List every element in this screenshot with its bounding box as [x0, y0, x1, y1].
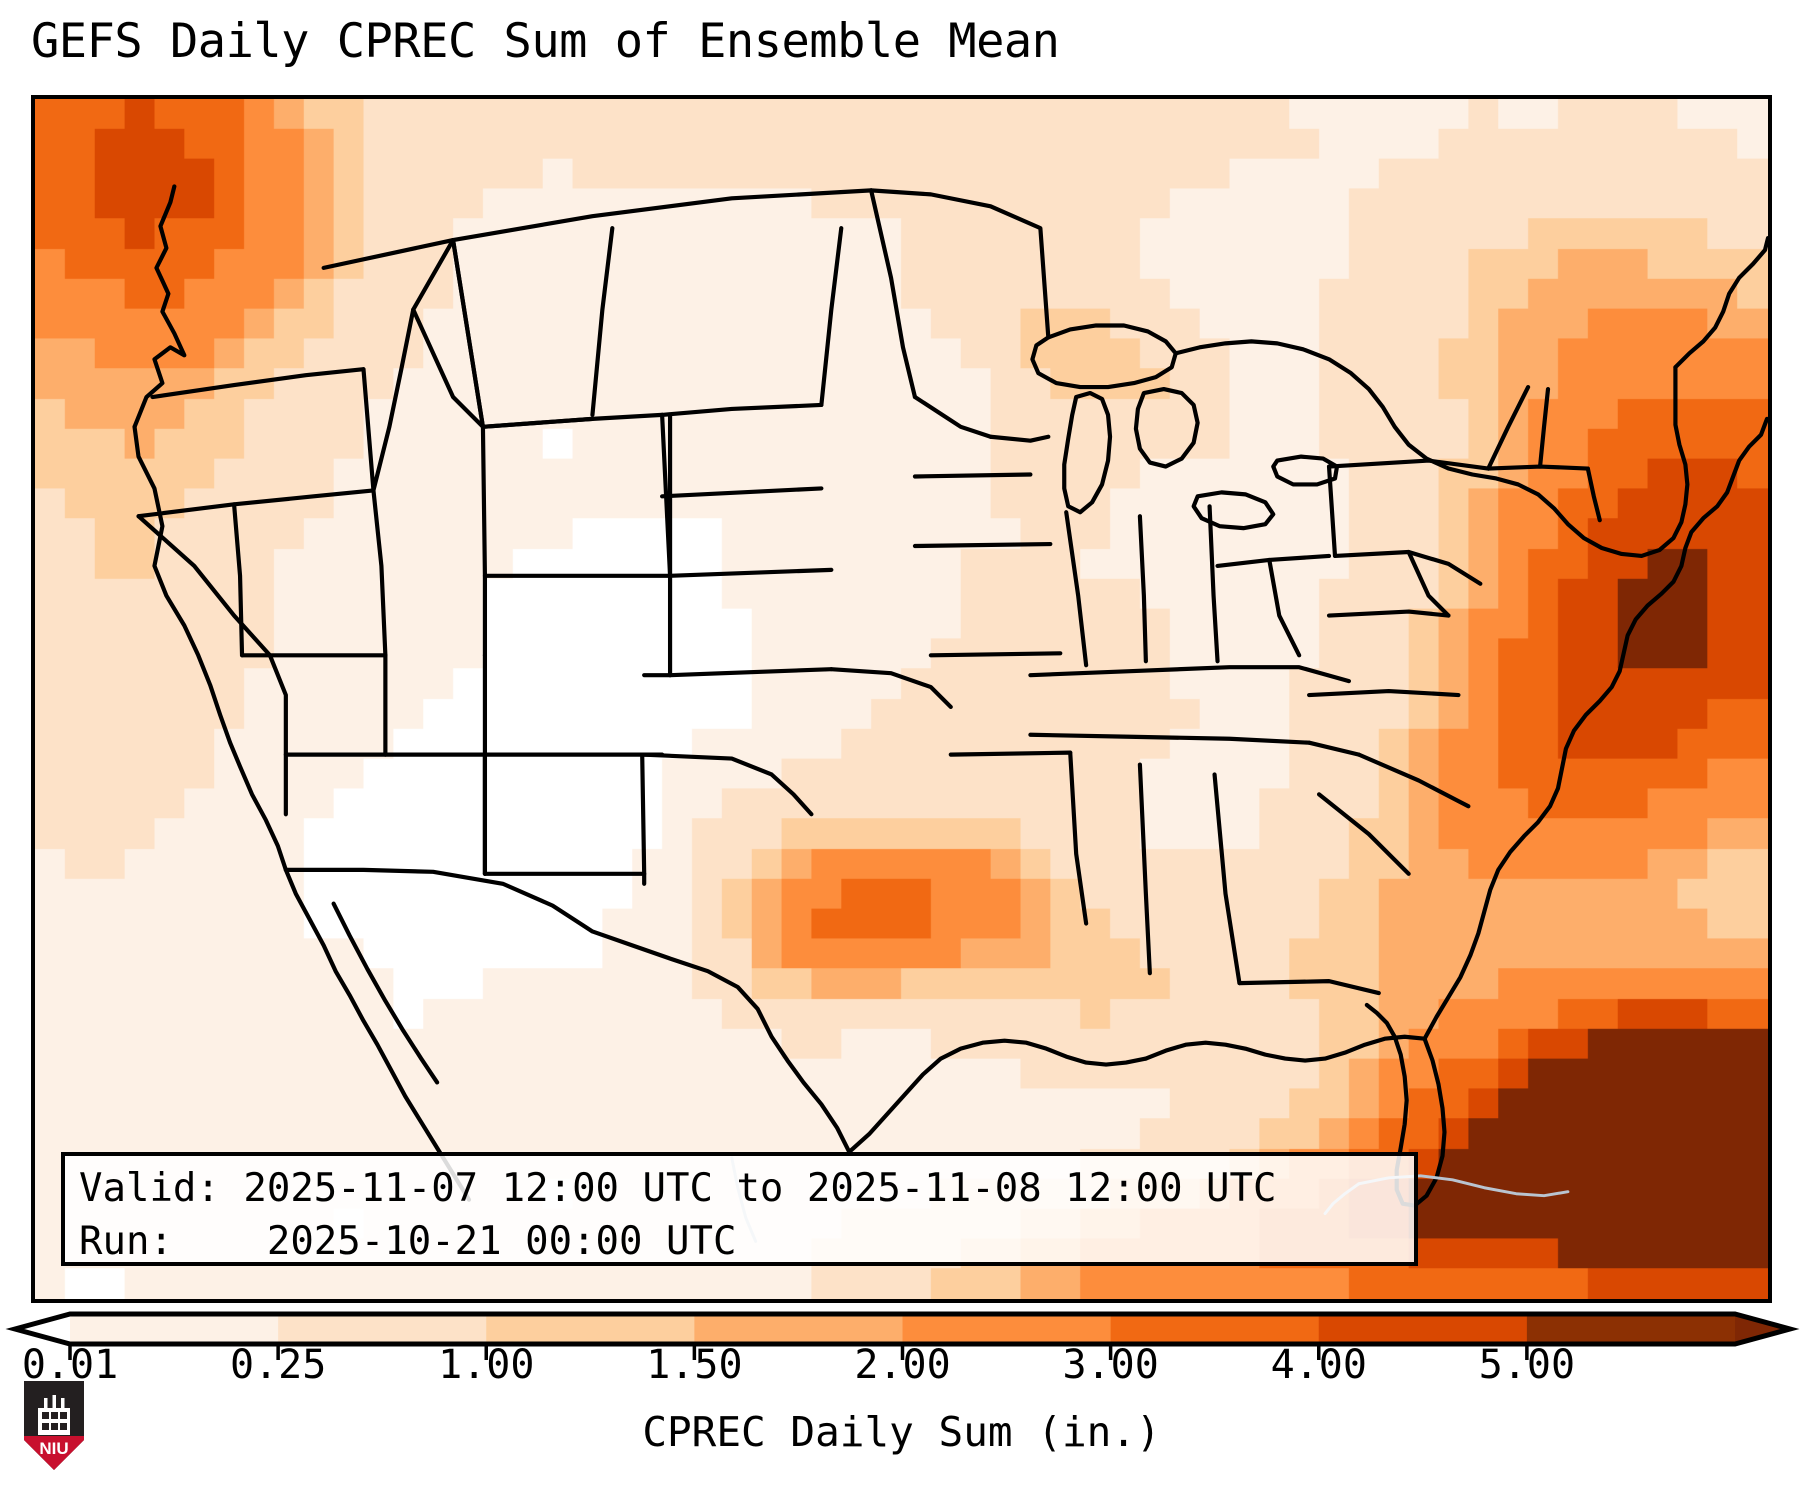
run-time-text: Run: 2025-10-21 00:00 UTC	[79, 1219, 737, 1264]
colorbar-tick-5.00: 5.00	[1478, 1342, 1576, 1388]
valid-time-text: Valid: 2025-11-07 12:00 UTC to 2025-11-0…	[79, 1166, 1277, 1211]
colorbar-tick-1.00: 1.00	[438, 1342, 535, 1388]
map-boundaries-layer	[132, 184, 1768, 1243]
colorbar-axis-label: CPREC Daily Sum (in.)	[642, 1408, 1161, 1456]
colorbar-tick-4.00: 4.00	[1270, 1342, 1367, 1388]
valid-run-info-box: Valid: 2025-11-07 12:00 UTC to 2025-11-0…	[61, 1152, 1418, 1266]
colorbar-tick-2.00: 2.00	[854, 1342, 951, 1388]
colorbar-tick-3.00: 3.00	[1062, 1342, 1159, 1388]
colorbar-graphic[interactable]	[0, 1300, 1803, 1380]
colorbar-tick-1.50: 1.50	[646, 1342, 743, 1388]
page-title: GEFS Daily CPREC Sum of Ensemble Mean	[31, 14, 1060, 69]
map-plot-area[interactable]	[31, 95, 1772, 1303]
niu-logo-text: NIU	[39, 1439, 68, 1458]
colorbar-tick-0.01: 0.01	[21, 1342, 119, 1388]
colorbar-tick-0.25: 0.25	[229, 1342, 327, 1388]
niu-logo[interactable]: NIU	[20, 1378, 88, 1473]
colorbar[interactable]: 0.01 0.25 1.00 1.50 2.00 3.00 4.00 5.00	[0, 1300, 1803, 1388]
